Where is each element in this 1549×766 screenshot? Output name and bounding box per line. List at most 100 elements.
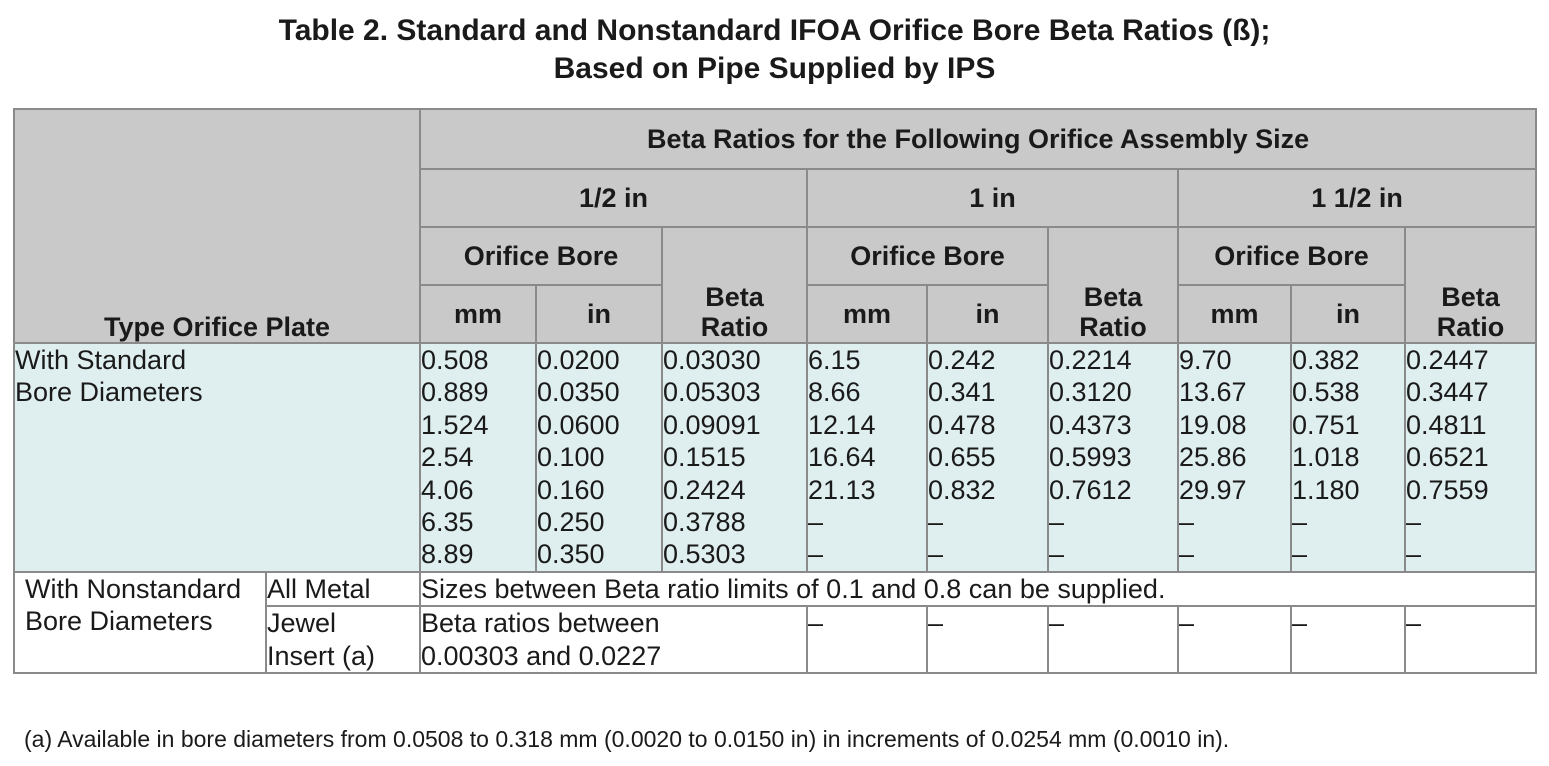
nonstandard-bore-label-line-2: Bore Diameters: [25, 606, 213, 637]
jewel-dash-cell: –: [1047, 605, 1179, 675]
table-cell-value: 12.14: [808, 409, 876, 440]
header-orifice-bore-2: Orifice Bore: [806, 226, 1049, 286]
std-col-oneandhalf-in: 0.382 0.538 0.751 1.018 1.180– –: [1290, 342, 1406, 573]
table-cell-value: 0.4373: [1049, 409, 1132, 440]
nonstandard-jewel-row: Jewel Insert (a) Beta ratios between 0.0…: [14, 605, 1538, 675]
header-in-1: in: [535, 284, 663, 344]
std-col-half-beta: 0.03030 0.05303 0.09091 0.1515 0.2424 0.3788 0…: [661, 342, 808, 573]
table-cell-value: –: [1179, 507, 1195, 538]
table-cell-value: 0.538: [1292, 377, 1360, 408]
table-cell-value: 0.6521: [1406, 442, 1489, 473]
table-cell-value: 21.13: [808, 474, 876, 505]
table-cell-value: 19.08: [1179, 409, 1247, 440]
header-in-3: in: [1290, 284, 1406, 344]
table-cell-value: 0.832: [928, 474, 996, 505]
header-size-one-and-half-inch: 1 1/2 in: [1176, 168, 1538, 228]
table-cell-value: 0.09091: [663, 409, 761, 440]
table-cell-value: 0.655: [928, 442, 996, 473]
table-cell-value: 0.7559: [1406, 474, 1489, 505]
header-type-orifice-plate: Type Orifice Plate: [13, 108, 421, 344]
table-cell-value: 6.35: [421, 507, 474, 538]
std-col-one-in: 0.242 0.341 0.478 0.655 0.832– –: [926, 342, 1049, 573]
table-cell-value: –: [1292, 539, 1308, 570]
header-beta-ratio-3-line-2: Ratio: [1436, 312, 1505, 342]
nonstandard-bore-label-line-1: With Nonstandard: [25, 573, 242, 604]
table-cell-value: 0.250: [537, 507, 605, 538]
header-beta-ratio-2: Beta Ratio: [1047, 226, 1179, 344]
jewel-insert-label-line-2: Insert (a): [267, 640, 376, 671]
std-col-half-mm: 0.508 0.889 1.524 2.54 4.06 6.35 8.89: [419, 342, 537, 573]
jewel-insert-text: Beta ratios between 0.00303 and 0.0227: [419, 605, 808, 675]
jewel-insert-text-line-2: 0.00303 and 0.0227: [421, 640, 662, 671]
std-col-half-in: 0.0200 0.0350 0.0600 0.100 0.160 0.250 0.350: [535, 342, 663, 573]
table-cell-value: 0.889: [421, 377, 489, 408]
table-cell-value: 0.478: [928, 409, 996, 440]
table-cell-value: 0.160: [537, 474, 605, 505]
header-beta-ratio-1-line-1: Beta: [705, 282, 764, 312]
table-cell-value: 0.341: [928, 377, 996, 408]
std-col-one-beta: 0.2214 0.3120 0.4373 0.5993 0.7612– –: [1047, 342, 1179, 573]
table-cell-value: 0.3788: [663, 507, 746, 538]
table-cell-value: –: [1406, 507, 1422, 538]
table-cell-value: 1.180: [1292, 474, 1360, 505]
standard-bore-label-line-1: With Standard: [15, 345, 187, 375]
standard-bore-label: With Standard Bore Diameters: [13, 342, 421, 573]
standard-bore-row: With Standard Bore Diameters 0.508 0.889 1…: [13, 342, 1538, 573]
table-title-line-2: Based on Pipe Supplied by IPS: [553, 52, 996, 85]
jewel-dash-cell: –: [1403, 605, 1538, 675]
table-footnote: (a) Available in bore diameters from 0.0…: [24, 726, 1230, 752]
header-beta-ratio-2-line-2: Ratio: [1079, 312, 1147, 342]
table-cell-value: –: [928, 539, 944, 570]
beta-ratio-table: Type Orifice Plate Beta Ratios for the F…: [13, 108, 1538, 675]
table-cell-value: –: [808, 539, 824, 570]
table-cell-value: 0.242: [928, 345, 996, 375]
table-cell-value: 0.0350: [537, 377, 620, 408]
table-cell-value: –: [1292, 507, 1308, 538]
jewel-dash-cell: –: [806, 605, 928, 675]
table-cell-value: 0.2214: [1049, 345, 1132, 375]
table-cell-value: 0.350: [537, 539, 605, 570]
table-cell-value: 0.3447: [1406, 377, 1489, 408]
header-beta-ratio-3-line-1: Beta: [1441, 282, 1500, 312]
jewel-insert-label: Jewel Insert (a): [265, 605, 421, 675]
table-cell-value: –: [1179, 539, 1195, 570]
header-orifice-bore-1: Orifice Bore: [419, 226, 663, 286]
table-cell-value: 0.100: [537, 442, 605, 473]
header-beta-ratios-span: Beta Ratios for the Following Orifice As…: [418, 108, 1538, 170]
header-beta-ratio-3: Beta Ratio: [1403, 226, 1538, 344]
header-in-2: in: [926, 284, 1049, 344]
header-mm-3: mm: [1177, 284, 1292, 344]
table-cell-value: 8.66: [808, 377, 861, 408]
table-cell-value: 25.86: [1179, 442, 1247, 473]
table-cell-value: 0.382: [1292, 345, 1360, 375]
header-size-half-inch: 1/2 in: [419, 168, 808, 228]
table-cell-value: –: [1049, 507, 1065, 538]
std-col-oneandhalf-mm: 9.70 13.67 19.08 25.86 29.97– –: [1177, 342, 1292, 573]
jewel-dash-cell: –: [926, 605, 1049, 675]
table-cell-value: 29.97: [1179, 474, 1247, 505]
table-title-line-1: Table 2. Standard and Nonstandard IFOA O…: [278, 14, 1271, 47]
table-cell-value: 0.2424: [663, 474, 746, 505]
table-cell-value: 16.64: [808, 442, 876, 473]
table-cell-value: 1.524: [421, 409, 489, 440]
table-cell-value: 0.5993: [1049, 442, 1132, 473]
all-metal-label: All Metal: [265, 570, 421, 608]
header-size-one-inch: 1 in: [806, 168, 1179, 228]
table-cell-value: 9.70: [1179, 345, 1232, 375]
table-cell-value: 0.4811: [1406, 409, 1487, 440]
table-cell-value: 0.0200: [537, 345, 620, 375]
header-mm-2: mm: [806, 284, 928, 344]
table-cell-value: 0.751: [1292, 409, 1360, 440]
header-orifice-bore-3: Orifice Bore: [1177, 226, 1406, 286]
table-cell-value: 1.018: [1292, 442, 1360, 473]
header-mm-1: mm: [419, 284, 537, 344]
std-col-oneandhalf-beta: 0.2447 0.3447 0.4811 0.6521 0.7559– –: [1403, 342, 1538, 573]
table-cell-value: 0.508: [421, 345, 489, 375]
table-cell-value: 0.3120: [1049, 377, 1132, 408]
nonstandard-all-metal-row: With Nonstandard Bore Diameters All Meta…: [13, 570, 1538, 675]
std-col-one-mm: 6.15 8.66 12.14 16.64 21.13– –: [806, 342, 928, 573]
table-cell-value: –: [1049, 539, 1065, 570]
all-metal-text: Sizes between Beta ratio limits of 0.1 a…: [418, 570, 1538, 608]
table-cell-value: 0.05303: [663, 377, 761, 408]
table-cell-value: –: [808, 507, 824, 538]
